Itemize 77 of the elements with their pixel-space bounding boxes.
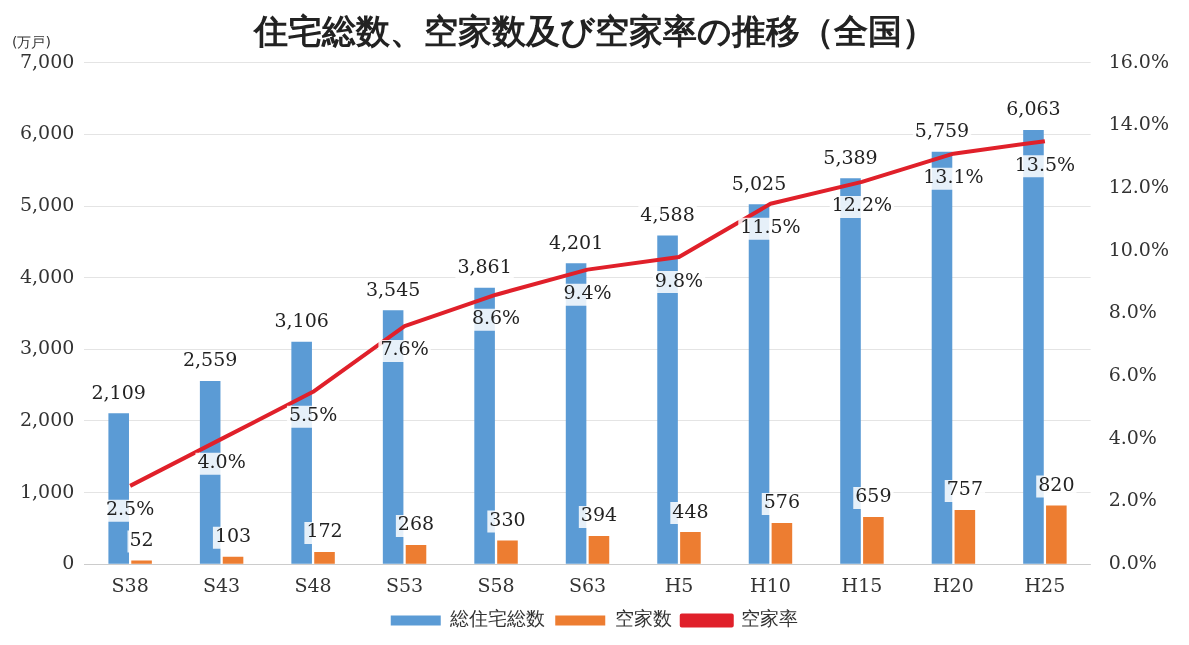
data-label: 12.2% bbox=[831, 193, 893, 216]
data-label: 4,588 bbox=[640, 203, 695, 226]
data-label: 13.5% bbox=[1014, 152, 1076, 175]
data-label: 5,389 bbox=[823, 145, 878, 168]
y2-tick-label: 4.0% bbox=[1108, 425, 1157, 448]
data-label: 11.5% bbox=[740, 215, 801, 238]
x-tick-label: S53 bbox=[385, 573, 424, 596]
x-tick-label: S38 bbox=[111, 573, 149, 596]
y2-tick-label: 6.0% bbox=[1108, 363, 1157, 386]
bar bbox=[314, 551, 335, 564]
y2-tick-label: 10.0% bbox=[1108, 237, 1169, 260]
bar bbox=[497, 540, 518, 564]
y-tick-label: 5,000 bbox=[19, 192, 75, 215]
data-label: 9.8% bbox=[654, 268, 704, 291]
x-tick-label: S48 bbox=[294, 573, 332, 596]
x-tick-label: S63 bbox=[568, 573, 607, 596]
data-label: 3,861 bbox=[457, 255, 512, 278]
data-label: 8.6% bbox=[471, 306, 521, 329]
data-label: 52 bbox=[129, 527, 154, 550]
data-label: 330 bbox=[489, 508, 526, 530]
data-label: 172 bbox=[306, 519, 343, 542]
x-tick-label: S43 bbox=[203, 573, 241, 596]
y2-tick-label: 2.0% bbox=[1108, 488, 1157, 511]
bar bbox=[588, 535, 610, 564]
y2-tick-label: 14.0% bbox=[1108, 112, 1169, 135]
legend-label: 空家率 bbox=[741, 607, 799, 630]
data-label: 13.1% bbox=[923, 165, 984, 188]
legend-label: 空家数 bbox=[614, 607, 672, 630]
data-label: 3,106 bbox=[274, 309, 329, 332]
data-label: 448 bbox=[672, 499, 709, 522]
y-tick-label: 6,000 bbox=[19, 121, 75, 144]
bar bbox=[222, 556, 244, 564]
y2-tick-label: 8.0% bbox=[1108, 300, 1157, 323]
bar bbox=[863, 517, 884, 564]
bar bbox=[771, 522, 793, 564]
data-label: 757 bbox=[946, 477, 983, 500]
y2-tick-label: 12.0% bbox=[1108, 175, 1169, 198]
chart-title: 住宅総数、空家数及び空家率の推移（全国） bbox=[251, 11, 936, 52]
bar bbox=[405, 545, 427, 564]
x-tick-label: H15 bbox=[841, 573, 883, 596]
legend-label: 総住宅総数 bbox=[449, 607, 546, 630]
y-tick-label: 2,000 bbox=[19, 407, 75, 430]
data-label: 6,063 bbox=[1006, 97, 1061, 120]
bar bbox=[1046, 505, 1067, 564]
bar bbox=[680, 532, 701, 564]
data-label: 4,201 bbox=[548, 230, 604, 253]
x-tick-label: H20 bbox=[933, 573, 974, 596]
data-label: 2,559 bbox=[182, 348, 238, 371]
data-label: 9.4% bbox=[563, 281, 612, 304]
data-label: 820 bbox=[1038, 472, 1075, 495]
x-tick-label: H25 bbox=[1024, 573, 1066, 596]
y-axis-title: (万戸) bbox=[12, 34, 51, 51]
data-label: 103 bbox=[214, 524, 252, 547]
y-tick-label: 7,000 bbox=[19, 49, 75, 72]
y-tick-label: 3,000 bbox=[19, 336, 75, 359]
x-tick-label: H10 bbox=[750, 573, 791, 596]
data-label: 576 bbox=[763, 490, 801, 513]
x-tick-label: S58 bbox=[477, 573, 515, 596]
y2-tick-label: 0.0% bbox=[1108, 551, 1157, 574]
data-label: 5,759 bbox=[914, 119, 970, 142]
y-tick-label: 1,000 bbox=[19, 479, 75, 502]
data-label: 659 bbox=[855, 484, 892, 507]
data-label: 2,109 bbox=[91, 380, 146, 403]
data-label: 394 bbox=[580, 503, 618, 526]
x-tick-label: H5 bbox=[664, 573, 694, 596]
y-tick-label: 4,000 bbox=[19, 264, 75, 287]
data-label: 4.0% bbox=[197, 450, 246, 473]
data-label: 7.6% bbox=[380, 337, 429, 360]
data-label: 5.5% bbox=[288, 403, 338, 426]
y-tick-label: 0 bbox=[62, 551, 75, 574]
data-label: 268 bbox=[397, 512, 435, 535]
bar bbox=[131, 560, 152, 564]
data-label: 3,545 bbox=[365, 277, 421, 300]
data-label: 2.5% bbox=[105, 497, 155, 520]
data-label: 5,025 bbox=[731, 171, 787, 194]
y2-tick-label: 16.0% bbox=[1108, 49, 1169, 72]
bar bbox=[954, 509, 976, 564]
